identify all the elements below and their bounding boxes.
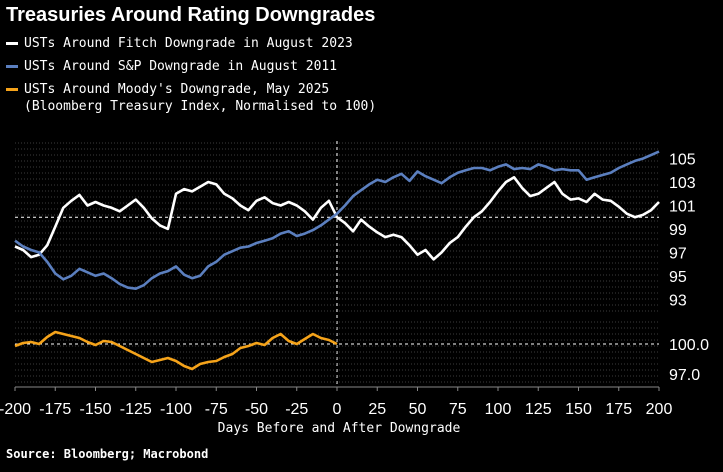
x-axis-label: Days Before and After Downgrade: [218, 421, 461, 436]
top-y-tick-label: 97: [669, 245, 687, 262]
top-y-tick-label: 103: [669, 175, 696, 192]
bottom-series-line-0: [14, 330, 338, 371]
top-y-tick-label: 93: [669, 292, 687, 309]
top-y-tick-label: 101: [669, 198, 696, 215]
legend-label-fitch: USTs Around Fitch Downgrade in August 20…: [24, 36, 353, 51]
x-tick-label: -75: [205, 401, 228, 418]
x-tick-label: 125: [525, 401, 552, 418]
bottom-panel-series: [14, 330, 338, 371]
bottom-y-tick-label: 100.0: [669, 337, 709, 354]
x-tick-label: 150: [565, 401, 592, 418]
legend-item-sp: USTs Around S&P Downgrade in August 2011: [6, 59, 337, 74]
x-tick-label: -125: [120, 401, 152, 418]
top-series-line-0: [14, 176, 660, 261]
x-tick-label: 25: [368, 401, 386, 418]
top-panel-series: [14, 150, 660, 291]
legend-swatch-fitch: [6, 42, 18, 45]
x-tick-label: -150: [79, 401, 111, 418]
x-tick-label: -50: [245, 401, 268, 418]
x-tick-label: 100: [485, 401, 512, 418]
legend-item-moodys: USTs Around Moody's Downgrade, May 2025: [6, 82, 329, 97]
x-tick-label: -25: [285, 401, 308, 418]
bottom-panel-grid: [15, 321, 659, 383]
x-tick-label: -100: [160, 401, 192, 418]
bottom-panel-y-ticks: 97.0 100.0: [669, 337, 709, 384]
top-series-line-1: [14, 150, 660, 291]
x-tick-label: 0: [333, 401, 342, 418]
top-panel-y-ticks: 93 95 97 99 101 103 105: [669, 152, 696, 310]
x-tick-label: 200: [646, 401, 673, 418]
top-y-tick-label: 99: [669, 222, 687, 239]
legend-label-moodys: USTs Around Moody's Downgrade, May 2025: [24, 82, 330, 97]
top-y-tick-label: 95: [669, 269, 687, 286]
legend-item-fitch: USTs Around Fitch Downgrade in August 20…: [6, 36, 353, 51]
chart-title: Treasuries Around Rating Downgrades: [6, 4, 376, 26]
legend-label-sp: USTs Around S&P Downgrade in August 2011: [24, 59, 338, 74]
x-tick-label: -200: [0, 401, 31, 418]
x-axis-ticks: -200 -175 -150 -125 -100 -75 -50 -25 0 25 50 75 100 1…: [0, 386, 673, 418]
source-note: Source: Bloomberg; Macrobond: [6, 447, 209, 461]
x-tick-label: 75: [449, 401, 467, 418]
x-tick-label: 175: [605, 401, 632, 418]
x-tick-label: 50: [409, 401, 427, 418]
legend-swatch-sp: [6, 65, 18, 68]
legend-swatch-moodys: [6, 88, 18, 91]
top-y-tick-label: 105: [669, 152, 696, 169]
x-tick-label: -175: [39, 401, 71, 418]
bottom-y-tick-label: 97.0: [669, 367, 700, 384]
top-panel-grid: [15, 141, 659, 387]
legend-note-moodys: (Bloomberg Treasury Index, Normalised to…: [24, 99, 377, 114]
